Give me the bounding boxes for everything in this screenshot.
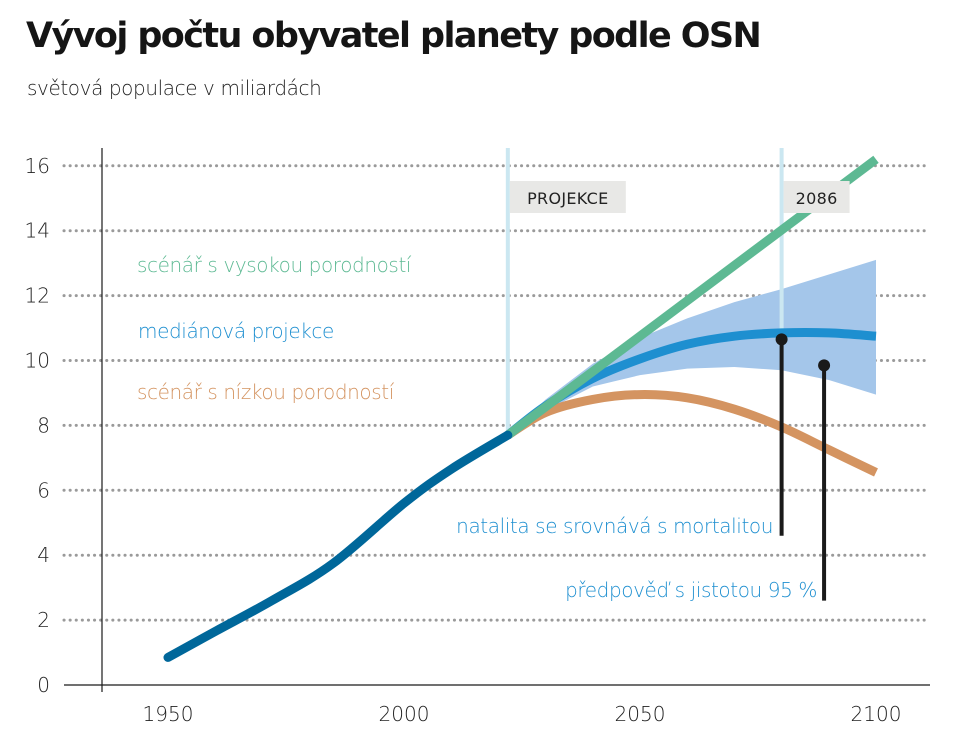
pin-dot — [775, 333, 788, 346]
y-tick-label: 10 — [25, 349, 50, 373]
y-tick-label: 16 — [25, 154, 50, 178]
marker-tag-label: 2086 — [796, 189, 838, 208]
annotation-median-projection: mediánová projekce — [138, 319, 334, 343]
annotation-confidence-95: předpověď s jistotou 95 % — [565, 578, 817, 602]
annotation-labels: scénář s vysokou porodností mediánová pr… — [137, 253, 817, 602]
series-historical — [163, 430, 513, 662]
annotation-natality-mortality: natalita se srovnává s mortalitou — [456, 514, 773, 538]
marker-tag-bg — [509, 181, 626, 213]
grid-lines — [62, 164, 932, 622]
series-layer — [163, 155, 879, 662]
annotation-high-scenario: scénář s vysokou porodností — [137, 253, 412, 277]
x-tick-label: 2000 — [379, 702, 430, 726]
y-tick-label: 0 — [37, 673, 50, 697]
y-tick-label: 12 — [25, 284, 50, 308]
series-low-scenario — [505, 390, 878, 477]
annotation-low-scenario: scénář s nízkou porodností — [137, 380, 395, 404]
x-tick-label: 1950 — [143, 702, 194, 726]
y-tick-label: 14 — [25, 219, 50, 243]
y-tick-label: 4 — [37, 543, 50, 567]
annotation-pins — [775, 333, 831, 601]
marker-tag-bg — [783, 181, 850, 213]
marker-tags: PROJEKCE 2086 — [509, 181, 850, 213]
x-tick-label: 2100 — [851, 702, 902, 726]
chart-title: Vývoj počtu obyvatel planety podle OSN — [26, 16, 762, 56]
marker-tag-label: PROJEKCE — [527, 189, 609, 208]
x-tick-label: 2050 — [615, 702, 666, 726]
marker-lines — [505, 148, 784, 436]
y-tick-label: 2 — [37, 608, 50, 632]
chart-subtitle: světová populace v miliardách — [27, 76, 322, 100]
pin-dot — [818, 359, 831, 372]
y-tick-label: 6 — [37, 478, 50, 502]
y-tick-label: 8 — [37, 413, 50, 437]
axes: 0 2 4 6 8 10 12 14 16 1950 2000 2050 2100 — [25, 148, 930, 726]
